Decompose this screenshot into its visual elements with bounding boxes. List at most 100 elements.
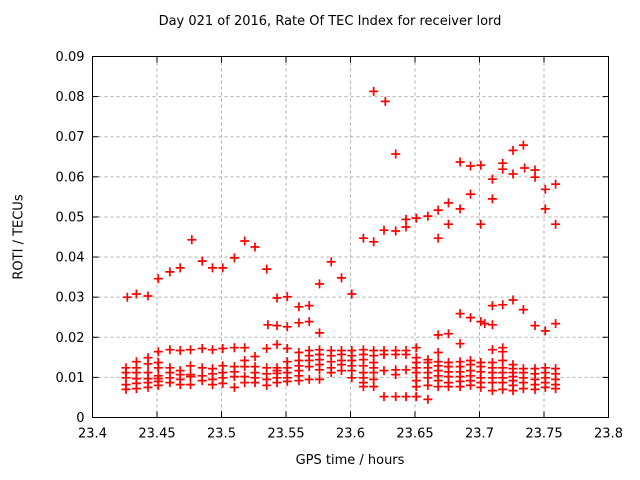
data-point-marker [530, 321, 540, 331]
data-point-marker [272, 321, 282, 331]
data-point-marker [240, 343, 250, 353]
data-point-marker [444, 329, 453, 339]
x-axis-label: GPS time / hours [295, 453, 405, 468]
data-point-marker [250, 378, 260, 388]
data-point-marker [487, 345, 497, 355]
data-point-marker [433, 233, 443, 243]
data-point-marker [444, 382, 453, 392]
data-point-marker [423, 373, 433, 383]
data-point-marker [401, 222, 411, 232]
data-point-marker [455, 157, 465, 167]
data-point-marker [380, 96, 390, 106]
data-point-marker [282, 322, 292, 332]
data-point-marker [433, 348, 443, 357]
data-point-marker [476, 382, 486, 392]
x-tick-label: 23.65 [396, 427, 433, 442]
y-tick-label: 0.04 [56, 251, 85, 266]
data-point-marker [487, 174, 497, 184]
data-point-marker [262, 264, 272, 274]
data-point-marker [487, 386, 497, 396]
data-point-marker [423, 211, 433, 221]
data-point-marker [304, 374, 314, 384]
data-point-marker [433, 205, 443, 215]
data-point-marker [476, 219, 486, 229]
x-tick-label: 23.55 [267, 427, 304, 442]
data-point-marker [165, 267, 175, 277]
data-point-marker [240, 236, 250, 246]
data-point-marker [304, 301, 314, 311]
chart-title: Day 021 of 2016, Rate Of TEC Index for r… [158, 14, 502, 29]
data-point-marker [508, 145, 518, 155]
data-point-marker [540, 204, 550, 214]
data-point-marker [315, 279, 324, 289]
data-point-marker [433, 330, 443, 340]
data-point-marker [315, 328, 324, 338]
data-point-marker [131, 289, 141, 299]
data-point-marker [551, 219, 561, 229]
data-point-marker [487, 301, 497, 311]
data-point-marker [498, 347, 508, 357]
data-point-marker [262, 380, 272, 390]
data-point-marker [186, 345, 195, 355]
data-point-marker [197, 376, 207, 386]
data-point-marker [423, 394, 433, 404]
y-tick-label: 0.09 [56, 50, 85, 65]
data-point-marker [466, 161, 475, 171]
data-point-marker [208, 263, 217, 273]
data-point-marker [263, 320, 273, 330]
data-point-marker [476, 160, 486, 170]
data-point-marker [153, 274, 163, 284]
data-point-marker [326, 368, 336, 378]
data-point-marker [208, 380, 217, 390]
y-tick-label: 0.06 [56, 170, 85, 185]
data-point-marker [326, 257, 336, 267]
data-point-marker [498, 164, 508, 174]
data-point-marker [186, 380, 195, 390]
data-point-marker [411, 343, 421, 353]
data-point-marker [186, 372, 195, 382]
data-point-marker [530, 172, 540, 182]
data-point-marker [518, 384, 528, 394]
data-point-marker [401, 365, 411, 375]
data-point-marker [401, 214, 411, 224]
data-point-marker [143, 382, 153, 392]
data-point-marker [218, 263, 228, 273]
data-point-marker [304, 362, 314, 372]
x-tick-label: 23.6 [336, 427, 365, 442]
data-point-marker [315, 374, 324, 384]
data-point-marker [165, 345, 175, 355]
data-point-marker [294, 348, 304, 357]
x-tick-label: 23.8 [594, 427, 623, 442]
data-point-marker [369, 86, 379, 96]
data-point-marker [337, 273, 346, 283]
x-tick-label: 23.5 [207, 427, 236, 442]
data-point-marker [455, 309, 465, 319]
data-point-marker [337, 366, 346, 376]
data-point-marker [282, 376, 292, 386]
data-point-marker [175, 346, 185, 355]
data-point-marker [411, 382, 421, 392]
data-point-marker [197, 344, 207, 353]
data-point-marker [379, 392, 389, 402]
data-point-marker [455, 382, 465, 392]
data-point-marker [304, 317, 314, 327]
data-point-marker [153, 347, 163, 357]
data-point-marker [208, 345, 217, 355]
data-point-marker [379, 350, 389, 359]
data-point-marker [551, 384, 561, 394]
data-point-marker [218, 344, 228, 353]
data-point-marker [218, 378, 228, 388]
data-point-marker [250, 242, 260, 252]
data-point-marker [391, 392, 401, 402]
data-point-marker [487, 194, 497, 204]
data-point-marker [455, 204, 465, 214]
data-point-marker [262, 344, 272, 353]
data-point-marker [433, 382, 443, 392]
data-point-marker [530, 384, 540, 394]
data-point-marker [294, 318, 304, 328]
data-point-marker [294, 302, 304, 312]
data-point-marker [466, 380, 475, 390]
data-point-marker [444, 219, 453, 229]
data-point-marker [240, 362, 250, 372]
